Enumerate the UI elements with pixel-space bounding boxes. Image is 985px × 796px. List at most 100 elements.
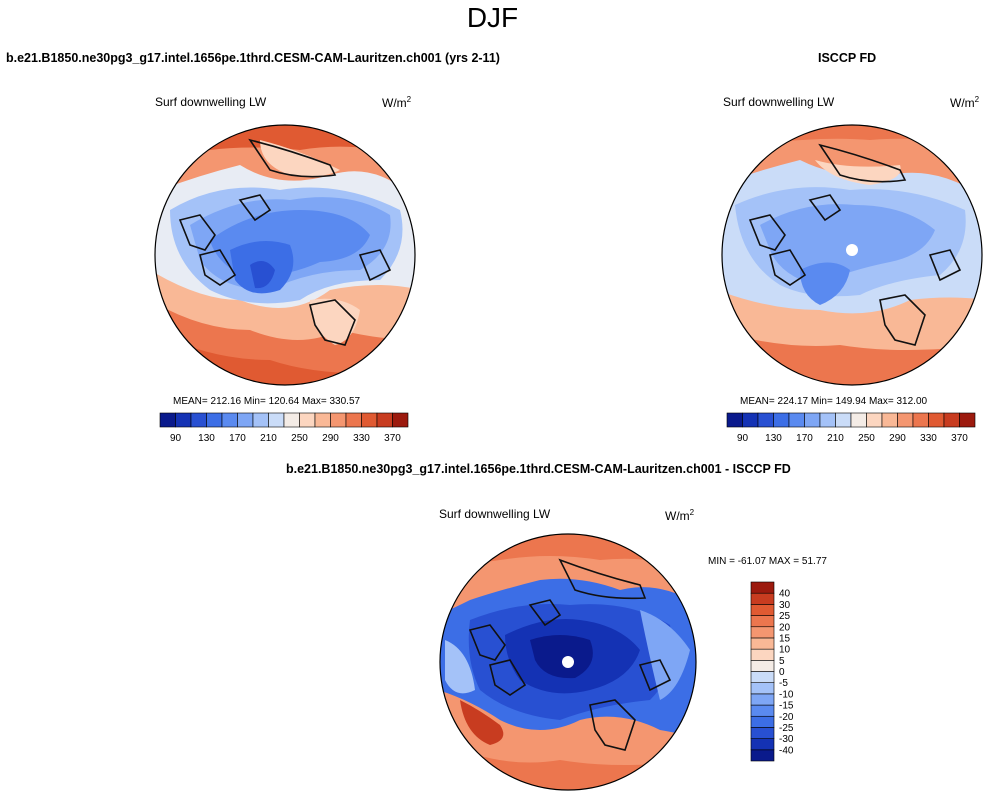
panel1-field	[155, 125, 415, 385]
panel3-colorbar-label: -40	[779, 745, 794, 756]
panel3-colorbar-swatch	[750, 749, 775, 762]
panel1-colorbar-swatch	[330, 412, 347, 428]
panel2-colorbar-swatch	[804, 412, 821, 428]
panel3-units: W/m2	[665, 508, 695, 523]
panel3-colorbar-swatch	[750, 682, 775, 695]
panel1-colorbar-swatch	[175, 412, 192, 428]
panel1-colorbar-label: 370	[384, 433, 401, 444]
panel2-colorbar-swatch	[959, 412, 976, 428]
panel2-colorbar-label: 330	[920, 433, 937, 444]
panel2-colorbar-swatch	[866, 412, 883, 428]
panel2-pole-gap	[846, 244, 858, 256]
panel1-colorbar-swatch	[268, 412, 285, 428]
panel1-colorbar-swatch	[221, 412, 238, 428]
panel2-colorbar-swatch	[788, 412, 805, 428]
panel1-colorbar-swatch	[314, 412, 331, 428]
panel1-colorbar-label: 130	[198, 433, 215, 444]
panel1-colorbar-swatch	[252, 412, 269, 428]
panel1-colorbar-swatch	[159, 412, 176, 428]
panel2-variable: Surf downwelling LW	[723, 95, 835, 109]
panel3-colorbar-label: 20	[779, 622, 791, 633]
panel3-stats: MIN = -61.07 MAX = 51.77	[708, 556, 827, 567]
panel3-colorbar-swatch	[750, 715, 775, 728]
panel1-title: b.e21.B1850.ne30pg3_g17.intel.1656pe.1th…	[6, 51, 500, 65]
panel2-colorbar-swatch	[757, 412, 774, 428]
panel3-colorbar-swatch	[750, 592, 775, 605]
panel3-colorbar-label: 5	[779, 656, 785, 667]
panel3-map	[439, 533, 697, 791]
panel1-colorbar-label: 90	[170, 433, 182, 444]
panel3-colorbar-label: 25	[779, 611, 791, 622]
panel2-colorbar-swatch	[773, 412, 790, 428]
panel3-colorbar-swatch	[750, 581, 775, 594]
panel1-colorbar-swatch	[237, 412, 254, 428]
panel3-colorbar-swatch	[750, 615, 775, 628]
panel2-colorbar-swatch	[850, 412, 867, 428]
panel1-colorbar-swatch	[376, 412, 393, 428]
panel3-colorbar-label: -30	[779, 734, 794, 745]
panel2-colorbar-swatch	[835, 412, 852, 428]
panel1-colorbar: 90 130 170 210 250 290 330 370	[159, 412, 409, 444]
panel2-colorbar-label: 130	[765, 433, 782, 444]
panel3-colorbar-swatch	[750, 704, 775, 717]
panel2-colorbar-swatch	[928, 412, 945, 428]
panel1-colorbar-swatch	[283, 412, 300, 428]
panel3-variable: Surf downwelling LW	[439, 507, 551, 521]
panel2-colorbar-swatch	[897, 412, 914, 428]
panel3-colorbar-swatch	[750, 648, 775, 661]
panel1-colorbar-label: 210	[260, 433, 277, 444]
panel2-stats: MEAN= 224.17 Min= 149.94 Max= 312.00	[740, 396, 928, 407]
panel3-colorbar-label: 0	[779, 667, 785, 678]
panel3-colorbar-swatch	[750, 637, 775, 650]
panel2-colorbar-swatch	[943, 412, 960, 428]
panel2-colorbar-swatch	[742, 412, 759, 428]
panel2-map	[721, 124, 983, 386]
panel2-colorbar-label: 90	[737, 433, 749, 444]
panel1-colorbar-swatch	[190, 412, 207, 428]
panel3-colorbar-swatch	[750, 660, 775, 672]
panel2-title: ISCCP FD	[818, 51, 877, 65]
panel1-colorbar-swatch	[206, 412, 223, 428]
panel3-colorbar-label: 40	[779, 589, 791, 600]
panel3-colorbar-swatch	[750, 693, 775, 706]
panel3-colorbar-label: -5	[779, 678, 788, 689]
panel1-colorbar-label: 250	[291, 433, 308, 444]
panel1-map	[154, 124, 416, 386]
panel3-pole-gap	[562, 656, 574, 668]
panel1-stats: MEAN= 212.16 Min= 120.64 Max= 330.57	[173, 396, 361, 407]
panel1-variable: Surf downwelling LW	[155, 95, 267, 109]
panel1-colorbar-swatch	[392, 412, 409, 428]
panel3-colorbar-label: -15	[779, 701, 794, 712]
panel3-colorbar-label: 10	[779, 645, 791, 656]
season-title: DJF	[466, 2, 519, 33]
panel3-colorbar-label: 15	[779, 633, 791, 644]
panel2-colorbar-swatch	[881, 412, 898, 428]
panel2-colorbar-label: 170	[796, 433, 813, 444]
panel2-colorbar-label: 370	[951, 433, 968, 444]
panel1-units: W/m2	[382, 95, 412, 110]
panel3-colorbar-swatch	[750, 671, 775, 683]
panel3-colorbar-swatch	[750, 727, 775, 739]
panel1-colorbar-label: 290	[322, 433, 339, 444]
panel1-colorbar-swatch	[361, 412, 378, 428]
panel1-colorbar-swatch	[299, 412, 316, 428]
panel3-title: b.e21.B1850.ne30pg3_g17.intel.1656pe.1th…	[286, 462, 791, 476]
panel2-colorbar-swatch	[726, 412, 743, 428]
panel3-colorbar-swatch	[750, 738, 775, 751]
panel3-colorbar-label: -20	[779, 712, 794, 723]
panel3-colorbar-label: -25	[779, 723, 794, 734]
panel3-colorbar-label: -10	[779, 689, 794, 700]
panel2-colorbar-swatch	[912, 412, 929, 428]
panel2-units: W/m2	[950, 95, 980, 110]
panel3-colorbar-swatch	[750, 626, 775, 639]
panel2-colorbar: 90 130 170 210 250 290 330 370	[726, 412, 976, 444]
panel3-field	[440, 534, 696, 790]
panel2-colorbar-label: 210	[827, 433, 844, 444]
panel2-colorbar-label: 290	[889, 433, 906, 444]
panel3-colorbar-swatch	[750, 604, 775, 616]
panel1-colorbar-label: 330	[353, 433, 370, 444]
panel2-colorbar-swatch	[819, 412, 836, 428]
panel2-colorbar-label: 250	[858, 433, 875, 444]
